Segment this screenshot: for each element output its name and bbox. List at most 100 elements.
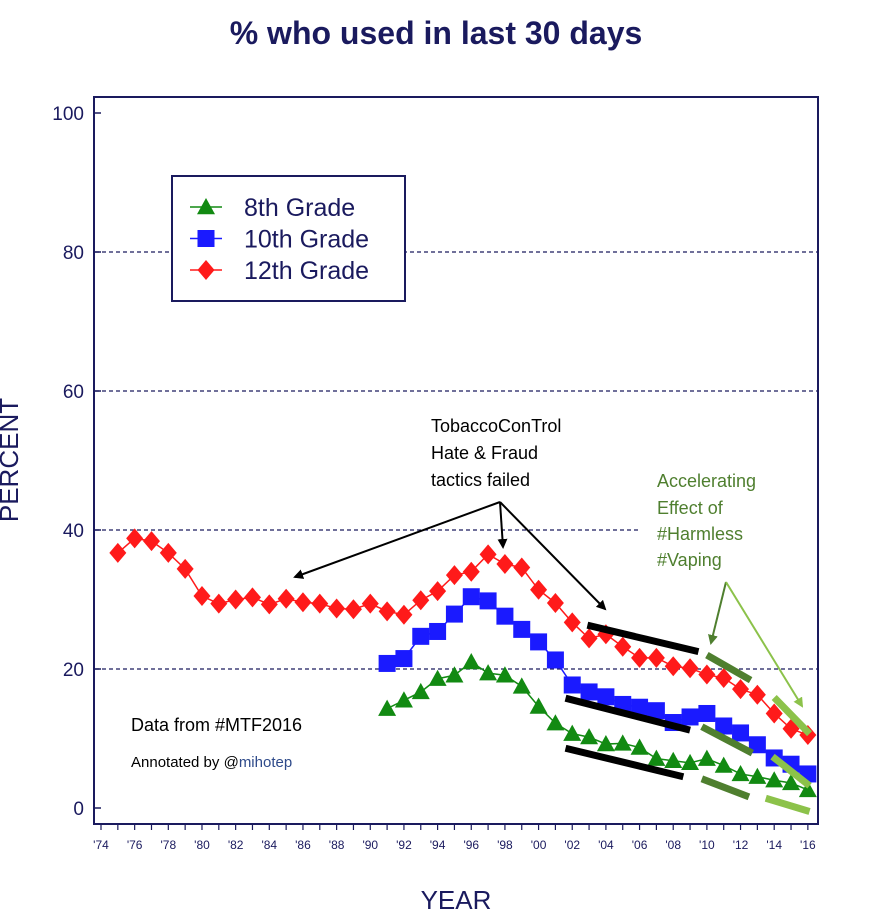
legend-item-10th-grade: 10th Grade xyxy=(190,226,369,254)
data-point xyxy=(748,736,766,754)
data-point xyxy=(428,669,447,686)
data-point xyxy=(681,708,699,726)
data-point xyxy=(647,647,665,668)
tc-line-3: tactics failed xyxy=(431,470,530,490)
legend-marker xyxy=(197,260,215,280)
data-point xyxy=(681,658,699,679)
data-point xyxy=(748,767,767,784)
plot-frame xyxy=(93,96,819,825)
data-point xyxy=(563,612,581,633)
tc-line-1: TobaccoConTrol xyxy=(431,416,561,436)
data-point xyxy=(159,542,177,563)
trend-light-green-2 xyxy=(770,753,812,789)
y-tick-label: 80 xyxy=(63,243,84,264)
data-point xyxy=(530,579,548,600)
y-axis-ticks: 0 20 40 60 80 100 xyxy=(52,104,101,820)
data-point xyxy=(462,561,480,582)
data-point xyxy=(429,581,447,602)
data-point xyxy=(361,593,379,614)
x-tick-label: '98 xyxy=(497,838,513,852)
vaping-line-4: #Vaping xyxy=(657,550,722,570)
x-tick-label: '12 xyxy=(733,838,749,852)
data-point xyxy=(580,683,598,701)
data-point xyxy=(378,699,397,716)
trend-dark-green-1 xyxy=(705,652,753,684)
legend-item-8th-grade: 8th Grade xyxy=(190,194,355,222)
data-point xyxy=(479,592,497,610)
data-point xyxy=(698,664,716,685)
data-point xyxy=(798,780,817,798)
trend-black-3 xyxy=(564,744,685,781)
data-point xyxy=(328,598,346,619)
data-point xyxy=(647,749,666,766)
x-axis-ticks: '74 '76 '78 '80 '82 '84 '86 '88 '90 '92 '94 '96 '98 '… xyxy=(93,824,816,852)
data-point xyxy=(513,557,531,578)
data-point xyxy=(176,558,194,579)
y-tick-label: 20 xyxy=(63,660,84,681)
x-tick-label: '78 xyxy=(160,838,176,852)
x-tick-label: '16 xyxy=(800,838,816,852)
data-point xyxy=(596,735,615,752)
x-tick-label: '10 xyxy=(699,838,715,852)
data-point xyxy=(546,651,564,669)
legend-item-12th-grade: 12th Grade xyxy=(190,257,369,285)
data-point xyxy=(580,728,599,745)
data-point xyxy=(445,565,463,586)
data-point xyxy=(512,677,531,694)
data-point xyxy=(462,653,481,670)
x-tick-label: '86 xyxy=(295,838,311,852)
tc-arrow-left xyxy=(293,501,501,579)
data-point xyxy=(277,588,295,609)
data-point xyxy=(647,702,665,720)
x-axis-label: YEAR xyxy=(421,885,492,915)
x-tick-label: '96 xyxy=(463,838,479,852)
tc-arrow-down xyxy=(497,501,508,549)
data-point xyxy=(395,650,413,668)
chart-title: % who used in last 30 days xyxy=(230,15,643,51)
series-8th-grade xyxy=(378,653,817,798)
data-point xyxy=(630,738,649,755)
legend-label: 8th Grade xyxy=(244,194,355,222)
data-point xyxy=(378,654,396,672)
data-point xyxy=(732,679,750,700)
x-tick-label: '14 xyxy=(766,838,782,852)
data-point xyxy=(765,771,784,788)
data-point xyxy=(395,604,413,625)
data-point xyxy=(546,714,565,731)
trend-black-1 xyxy=(586,621,700,656)
legend: 8th Grade 10th Grade 12th Grade xyxy=(171,175,406,302)
data-point xyxy=(765,703,783,724)
data-point xyxy=(126,528,144,549)
x-tick-label: '74 xyxy=(93,838,109,852)
data-point xyxy=(631,647,649,668)
data-point xyxy=(731,764,750,782)
data-point xyxy=(429,622,447,640)
data-point xyxy=(513,620,531,638)
data-point xyxy=(697,749,716,766)
data-point xyxy=(243,587,261,608)
trend-light-green-1 xyxy=(771,695,813,737)
y-tick-label: 40 xyxy=(63,521,84,542)
data-point xyxy=(529,697,548,714)
data-point xyxy=(462,588,480,606)
tc-arrow-right xyxy=(499,501,607,611)
x-tick-label: '80 xyxy=(194,838,210,852)
data-source: Data from #MTF2016 xyxy=(131,715,302,735)
x-tick-label: '82 xyxy=(228,838,244,852)
data-point xyxy=(411,682,430,700)
data-point xyxy=(378,601,396,622)
trend-segments xyxy=(564,621,813,815)
y-axis-label: PERCENT xyxy=(0,398,24,522)
trend-dark-green-2 xyxy=(700,723,754,757)
annotation-tobacco-control: TobaccoConTrol Hate & Fraud tactics fail… xyxy=(293,416,607,611)
y-tick-label: 100 xyxy=(52,104,84,125)
data-point xyxy=(664,751,683,768)
data-point xyxy=(715,717,733,735)
data-point xyxy=(530,633,548,651)
trend-light-green-3 xyxy=(764,794,811,815)
x-tick-label: '02 xyxy=(564,838,580,852)
data-point xyxy=(412,590,430,611)
trend-black-2 xyxy=(564,694,691,734)
data-point xyxy=(445,666,464,683)
